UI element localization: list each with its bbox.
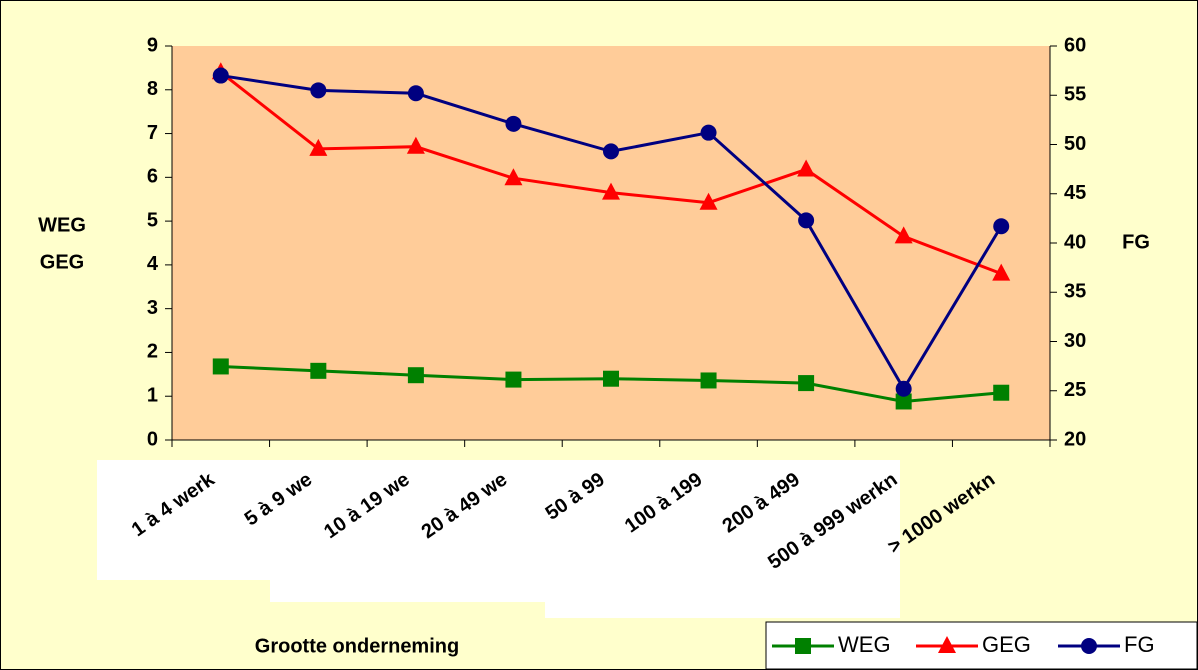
y-axis-label: GEG xyxy=(40,251,84,273)
y2-tick-label: 55 xyxy=(1064,84,1086,106)
data-point xyxy=(993,384,1010,401)
legend-marker xyxy=(795,638,811,654)
data-point xyxy=(212,358,229,375)
data-point xyxy=(505,371,522,388)
y2-tick-label: 25 xyxy=(1064,379,1086,401)
data-point xyxy=(504,168,523,186)
y-axis-label: WEG xyxy=(38,214,86,236)
legend-marker xyxy=(1081,638,1097,654)
y2-tick-label: 45 xyxy=(1064,182,1086,204)
data-point xyxy=(505,115,522,132)
data-point xyxy=(797,159,816,177)
data-point xyxy=(798,375,815,392)
data-point xyxy=(895,393,912,410)
y-tick-label: 2 xyxy=(147,341,158,363)
data-point xyxy=(700,372,717,389)
data-point xyxy=(700,124,717,141)
y2-tick-label: 20 xyxy=(1064,428,1086,450)
y2-tick-label: 40 xyxy=(1064,231,1086,253)
y-tick-label: 6 xyxy=(147,166,158,188)
y-tick-label: 5 xyxy=(147,209,158,231)
data-point xyxy=(603,143,619,160)
data-point xyxy=(894,226,913,244)
x-axis-label: Grootte onderneming xyxy=(255,635,459,657)
y2-tick-label: 30 xyxy=(1064,330,1086,352)
data-point xyxy=(309,138,328,156)
legend-label: FG xyxy=(1124,632,1155,657)
label-backdrop xyxy=(545,460,900,618)
y-tick-label: 7 xyxy=(147,122,158,144)
y-tick-label: 0 xyxy=(147,428,158,450)
y-tick-label: 3 xyxy=(147,297,158,319)
legend-label: GEG xyxy=(982,632,1031,657)
data-point xyxy=(699,192,718,210)
y-tick-label: 9 xyxy=(147,34,158,56)
data-point xyxy=(993,218,1010,235)
y2-tick-label: 50 xyxy=(1064,133,1086,155)
y-tick-label: 4 xyxy=(147,253,159,275)
data-point xyxy=(407,85,424,102)
data-point xyxy=(212,67,229,84)
y-tick-label: 1 xyxy=(147,385,158,407)
legend-marker xyxy=(938,636,956,653)
data-point xyxy=(895,380,912,397)
legend-label: WEG xyxy=(838,632,891,657)
data-point xyxy=(992,263,1011,281)
data-point xyxy=(798,212,815,229)
data-point xyxy=(310,82,327,99)
data-point xyxy=(602,182,620,200)
y-tick-label: 8 xyxy=(147,78,158,100)
legend xyxy=(765,621,1198,670)
y2-tick-label: 35 xyxy=(1064,281,1086,303)
data-point xyxy=(310,362,327,379)
y2-tick-label: 60 xyxy=(1064,34,1086,56)
data-point xyxy=(406,136,425,154)
y2-axis-label: FG xyxy=(1122,231,1150,253)
data-point xyxy=(603,370,619,387)
data-point xyxy=(407,367,424,384)
label-backdrop xyxy=(270,460,545,602)
